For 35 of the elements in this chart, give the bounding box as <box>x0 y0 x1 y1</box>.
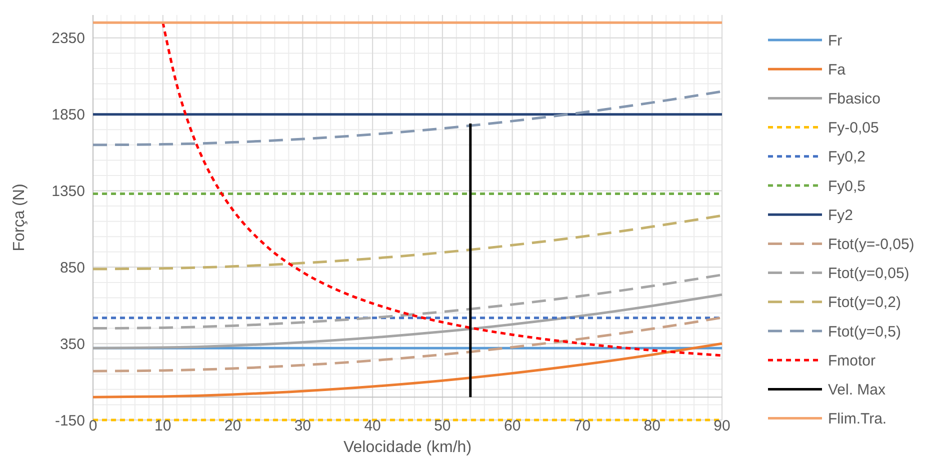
legend-label: Fmotor <box>828 352 876 370</box>
line-series <box>92 342 724 398</box>
x-tick-label: 30 <box>294 417 312 434</box>
x-tick-label: 70 <box>574 417 591 434</box>
y-tick-label: 1850 <box>52 106 85 124</box>
legend-label: Flim.Tra. <box>828 410 887 428</box>
x-tick-label: 90 <box>714 417 730 434</box>
legend-label: Ftot(y=-0,05) <box>828 236 914 253</box>
legend-label: Fy2 <box>828 206 854 224</box>
x-tick-label: 20 <box>224 417 242 434</box>
y-tick-label: 1350 <box>52 183 85 200</box>
x-axis-title: Velocidade (km/h) <box>343 439 472 456</box>
legend-label: Fy0,2 <box>828 148 866 166</box>
legend-label: Fy-0,05 <box>828 120 879 137</box>
legend-label: Ftot(y=0,2) <box>828 294 901 312</box>
x-tick-label: 10 <box>154 417 172 434</box>
legend-label: Ftot(y=0,05) <box>828 265 910 282</box>
x-tick-label: 60 <box>504 417 521 434</box>
y-tick-label: -150 <box>54 412 85 430</box>
legend-label: Fr <box>828 32 842 50</box>
legend-label: Fy0,5 <box>828 178 866 195</box>
y-tick-label: 850 <box>60 259 85 276</box>
legend-label: Fbasico <box>828 90 881 108</box>
x-tick-label: 0 <box>88 417 98 434</box>
legend-label: Vel. Max <box>828 381 886 398</box>
legend-label: Fa <box>828 61 846 78</box>
y-tick-label: 350 <box>60 336 85 353</box>
y-tick-label: 2350 <box>52 30 85 48</box>
x-tick-label: 50 <box>434 417 451 434</box>
x-tick-label: 80 <box>644 417 660 434</box>
line-series <box>162 21 724 357</box>
x-tick-label: 40 <box>364 417 381 434</box>
y-axis-title: Força (N) <box>11 184 28 252</box>
legend-label: Ftot(y=0,5) <box>828 323 901 340</box>
line-series <box>92 293 724 350</box>
